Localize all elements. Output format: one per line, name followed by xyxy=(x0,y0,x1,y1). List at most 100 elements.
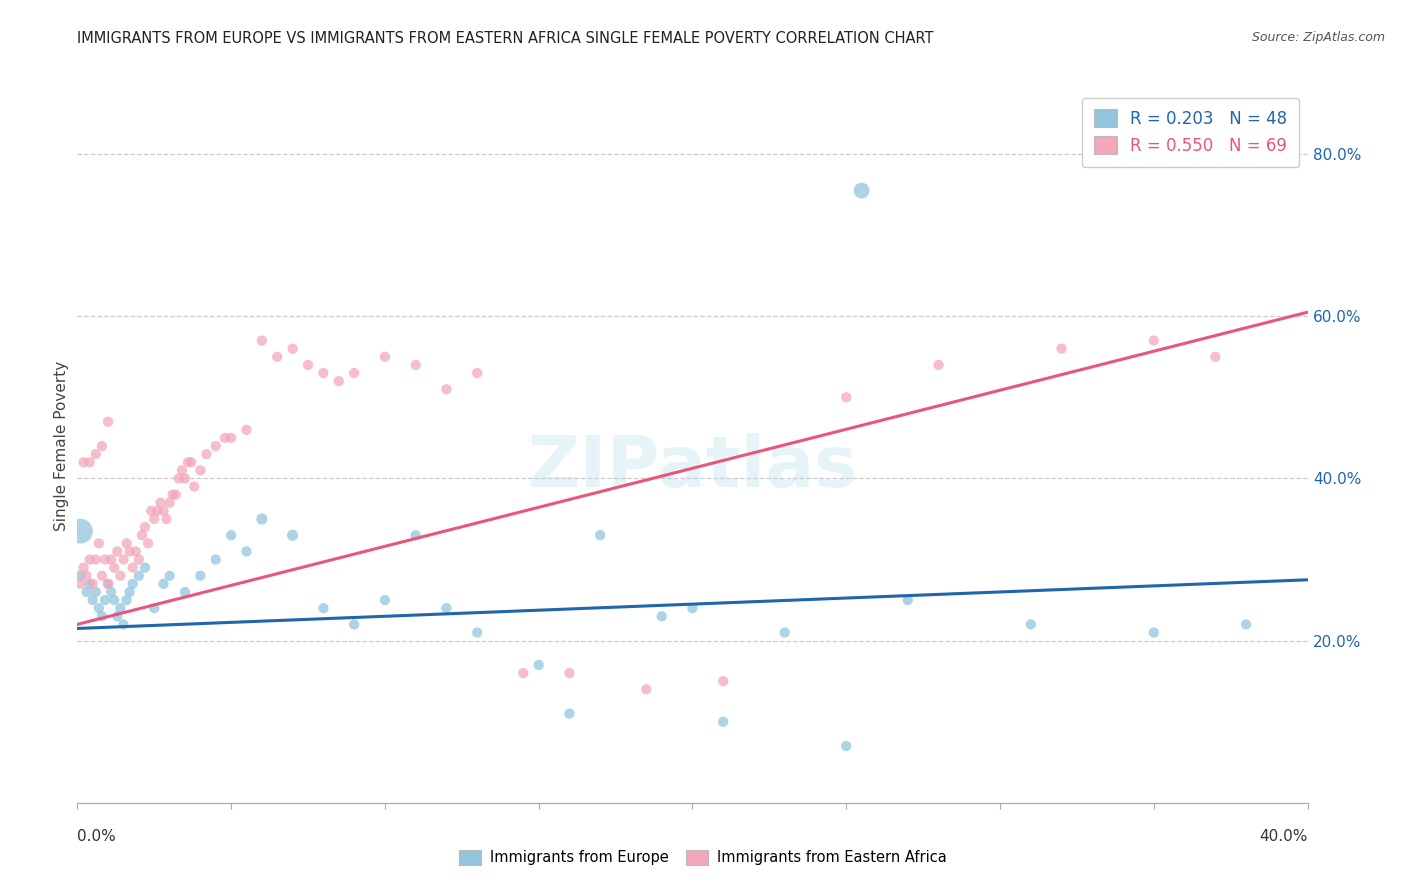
Point xyxy=(897,593,920,607)
Point xyxy=(155,512,177,526)
Point xyxy=(773,625,796,640)
Point xyxy=(112,617,135,632)
Point xyxy=(79,455,101,469)
Point xyxy=(328,374,350,388)
Point xyxy=(143,512,166,526)
Point xyxy=(188,463,212,477)
Point xyxy=(682,601,704,615)
Point xyxy=(121,560,143,574)
Point xyxy=(115,593,138,607)
Point xyxy=(281,528,304,542)
Point xyxy=(131,528,153,542)
Point xyxy=(219,528,242,542)
Point xyxy=(436,382,458,396)
Point xyxy=(1234,617,1257,632)
Point xyxy=(128,568,150,582)
Point xyxy=(118,585,141,599)
Point xyxy=(105,544,128,558)
Text: ZIPatlas: ZIPatlas xyxy=(527,433,858,502)
Point xyxy=(405,358,427,372)
Point xyxy=(110,568,132,582)
Point xyxy=(711,714,734,729)
Text: 40.0%: 40.0% xyxy=(1260,830,1308,844)
Point xyxy=(180,455,202,469)
Point xyxy=(128,552,150,566)
Point xyxy=(90,439,114,453)
Point xyxy=(851,184,873,198)
Point xyxy=(94,552,117,566)
Point xyxy=(143,601,166,615)
Point xyxy=(235,544,257,558)
Point xyxy=(100,585,122,599)
Point xyxy=(105,609,128,624)
Point xyxy=(297,358,319,372)
Point xyxy=(174,585,197,599)
Point xyxy=(90,609,114,624)
Point xyxy=(165,488,187,502)
Point xyxy=(103,593,125,607)
Point xyxy=(177,455,200,469)
Point xyxy=(589,528,612,542)
Point xyxy=(97,577,120,591)
Point xyxy=(121,577,143,591)
Point xyxy=(204,552,226,566)
Point xyxy=(343,366,366,380)
Text: IMMIGRANTS FROM EUROPE VS IMMIGRANTS FROM EASTERN AFRICA SINGLE FEMALE POVERTY C: IMMIGRANTS FROM EUROPE VS IMMIGRANTS FRO… xyxy=(77,31,934,46)
Point xyxy=(141,504,163,518)
Point xyxy=(465,366,488,380)
Point xyxy=(69,577,91,591)
Point xyxy=(250,512,273,526)
Point xyxy=(928,358,950,372)
Text: Source: ZipAtlas.com: Source: ZipAtlas.com xyxy=(1251,31,1385,45)
Point xyxy=(558,706,581,721)
Point xyxy=(374,593,396,607)
Point xyxy=(250,334,273,348)
Point xyxy=(527,657,550,672)
Point xyxy=(1019,617,1042,632)
Point xyxy=(110,601,132,615)
Point xyxy=(82,577,104,591)
Point xyxy=(152,577,174,591)
Point xyxy=(1204,350,1226,364)
Point xyxy=(69,524,91,538)
Point xyxy=(87,536,110,550)
Point xyxy=(97,577,120,591)
Point xyxy=(374,350,396,364)
Point xyxy=(558,666,581,681)
Point xyxy=(835,390,858,404)
Point xyxy=(69,568,91,582)
Point xyxy=(651,609,673,624)
Point xyxy=(94,593,117,607)
Point xyxy=(1050,342,1073,356)
Point xyxy=(112,552,135,566)
Point xyxy=(235,423,257,437)
Legend: R = 0.203   N = 48, R = 0.550   N = 69: R = 0.203 N = 48, R = 0.550 N = 69 xyxy=(1083,97,1299,167)
Point xyxy=(84,585,107,599)
Legend: Immigrants from Europe, Immigrants from Eastern Africa: Immigrants from Europe, Immigrants from … xyxy=(454,844,952,871)
Point xyxy=(167,471,190,485)
Point xyxy=(146,504,169,518)
Point xyxy=(97,415,120,429)
Point xyxy=(512,666,534,681)
Point xyxy=(343,617,366,632)
Point xyxy=(103,560,125,574)
Point xyxy=(711,674,734,689)
Point xyxy=(118,544,141,558)
Point xyxy=(72,560,94,574)
Point xyxy=(100,552,122,566)
Point xyxy=(134,560,156,574)
Point xyxy=(82,593,104,607)
Point xyxy=(266,350,288,364)
Point xyxy=(835,739,858,753)
Point xyxy=(87,601,110,615)
Point xyxy=(281,342,304,356)
Point xyxy=(405,528,427,542)
Point xyxy=(115,536,138,550)
Point xyxy=(636,682,658,697)
Point xyxy=(188,568,212,582)
Point xyxy=(149,496,172,510)
Point xyxy=(84,552,107,566)
Point xyxy=(136,536,159,550)
Point xyxy=(159,568,181,582)
Point xyxy=(90,568,114,582)
